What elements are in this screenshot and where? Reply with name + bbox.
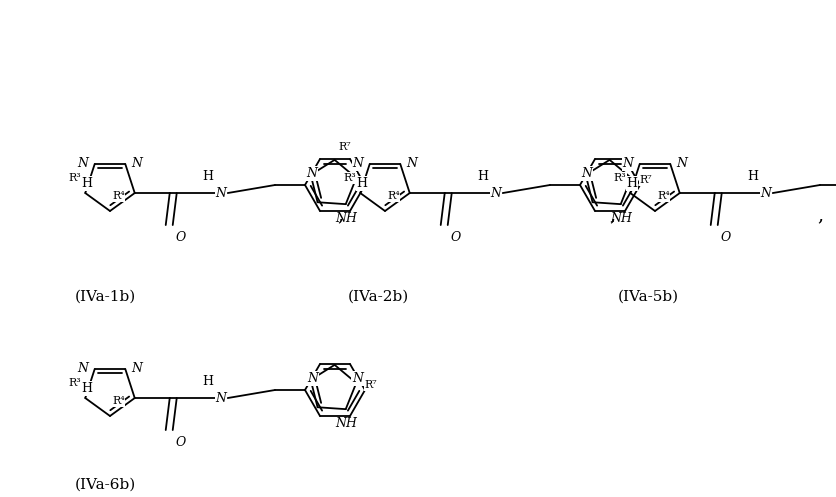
Text: (IVa-5b): (IVa-5b)	[618, 290, 679, 304]
Text: R³: R³	[69, 378, 81, 388]
Text: R³: R³	[614, 173, 626, 183]
Text: N: N	[306, 167, 317, 180]
Text: N: N	[491, 186, 502, 199]
Text: H: H	[202, 170, 213, 183]
Text: N: N	[307, 372, 318, 385]
Text: N: N	[131, 362, 142, 375]
Text: R⁴: R⁴	[387, 191, 400, 201]
Text: H: H	[356, 177, 367, 190]
Text: R⁷: R⁷	[364, 380, 377, 390]
Text: N: N	[581, 167, 592, 180]
Text: N: N	[676, 158, 687, 170]
Text: N: N	[406, 158, 417, 170]
Text: R⁴: R⁴	[657, 191, 670, 201]
Text: ,: ,	[609, 206, 615, 224]
Text: N: N	[352, 372, 363, 385]
Text: H: H	[202, 375, 213, 388]
Text: N: N	[353, 158, 364, 170]
Text: (IVa-1b): (IVa-1b)	[75, 290, 136, 304]
Text: R⁷: R⁷	[640, 175, 652, 185]
Text: H: H	[477, 170, 488, 183]
Text: N: N	[216, 186, 227, 199]
Text: NH: NH	[334, 417, 357, 430]
Text: (IVa-6b): (IVa-6b)	[75, 478, 136, 492]
Text: (IVa-2b): (IVa-2b)	[348, 290, 410, 304]
Text: ,: ,	[817, 206, 823, 224]
Text: R³: R³	[344, 173, 356, 183]
Text: R⁴: R⁴	[112, 396, 125, 406]
Text: N: N	[761, 186, 772, 199]
Text: ,: ,	[337, 206, 343, 224]
Text: O: O	[176, 231, 186, 244]
Text: H: H	[81, 177, 92, 190]
Text: N: N	[131, 158, 142, 170]
Text: N: N	[78, 158, 89, 170]
Text: R⁷: R⁷	[339, 142, 351, 152]
Text: R⁴: R⁴	[112, 191, 125, 201]
Text: NH: NH	[334, 212, 357, 225]
Text: NH: NH	[609, 212, 632, 225]
Text: O: O	[176, 436, 186, 449]
Text: N: N	[78, 362, 89, 375]
Text: H: H	[747, 170, 758, 183]
Text: N: N	[216, 392, 227, 405]
Text: R³: R³	[69, 173, 81, 183]
Text: O: O	[721, 231, 731, 244]
Text: H: H	[81, 382, 92, 395]
Text: N: N	[623, 158, 634, 170]
Text: O: O	[451, 231, 461, 244]
Text: H: H	[626, 177, 637, 190]
